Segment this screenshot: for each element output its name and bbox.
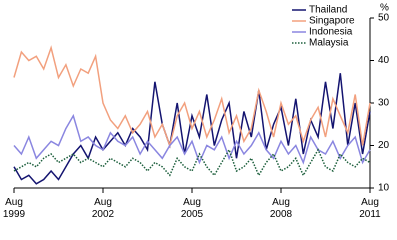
x-tick-label: Aug 2008 <box>269 197 293 220</box>
x-tick-label: Aug 2002 <box>91 197 115 220</box>
y-tick-label: 20 <box>378 140 390 151</box>
y-axis-label: % <box>380 3 389 14</box>
series-line <box>13 148 371 177</box>
x-tick-label: Aug 1999 <box>2 197 26 220</box>
y-tick-label: 10 <box>378 183 390 194</box>
legend-label: Malaysia <box>309 38 349 49</box>
y-tick-label: 30 <box>378 98 390 109</box>
chart-svg: % 10 20 30 40 50 ThailandSingaporeIndonesiaMa… <box>13 3 390 194</box>
y-tick-label: 50 <box>378 13 390 24</box>
legend-label: Singapore <box>309 16 355 27</box>
legend-label: Indonesia <box>309 27 353 38</box>
y-tick-label: 40 <box>378 55 390 66</box>
x-tick-label: Aug 2005 <box>180 197 204 220</box>
chart: % 10 20 30 40 50 Thailand Singapore Indonesia Ma… <box>2 2 390 220</box>
series-line <box>13 113 371 165</box>
legend-label: Thailand <box>309 5 347 16</box>
series-line <box>13 45 371 149</box>
x-tick-label: Aug 2011 <box>359 197 381 220</box>
